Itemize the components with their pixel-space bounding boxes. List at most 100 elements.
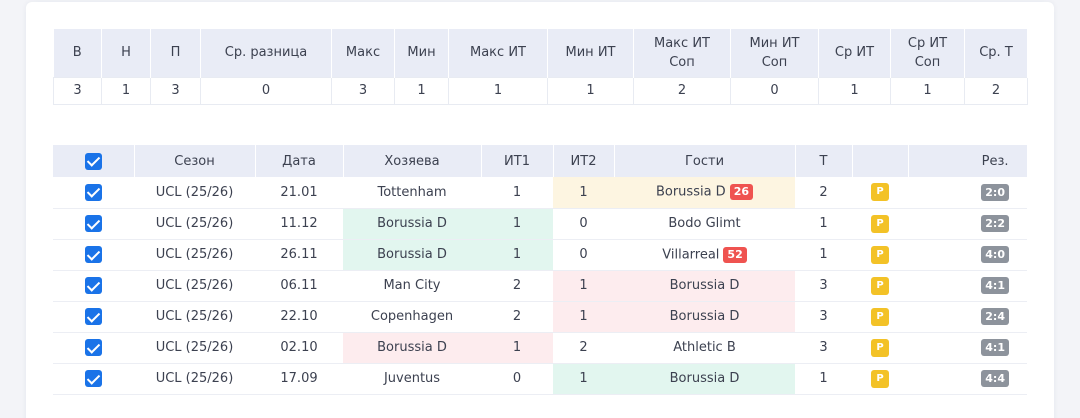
away-team-cell: Borussia D xyxy=(614,270,795,302)
p-badge: P xyxy=(871,276,889,295)
table-row: UCL (25/26) 11.12 Borussia D 1 0 Bodo Gl… xyxy=(53,208,1027,240)
select-all-checkbox[interactable] xyxy=(53,145,135,177)
summary-header-min-it: Мин ИТ xyxy=(547,29,634,77)
summary-header-min-it-opp: Мин ИТ Соп xyxy=(730,29,819,77)
away-team-name: Borussia D xyxy=(669,278,740,293)
summary-header-draws: Н xyxy=(101,29,151,77)
it2-cell: 2 xyxy=(553,332,614,364)
summary-value: 3 xyxy=(150,76,201,105)
it1-cell: 1 xyxy=(481,177,553,209)
table-row: UCL (25/26) 02.10 Borussia D 1 2 Athleti… xyxy=(53,332,1027,364)
total-cell: 1 xyxy=(795,363,852,395)
date-cell: 02.10 xyxy=(255,332,343,364)
checkbox-checked-icon[interactable] xyxy=(85,308,102,325)
summary-value: 0 xyxy=(200,76,332,105)
summary-header-max-it: Макс ИТ xyxy=(448,29,548,77)
table-row: UCL (25/26) 26.11 Borussia D 1 0 Villarr… xyxy=(53,239,1027,271)
summary-header-min: Мин xyxy=(394,29,449,77)
checkbox-checked-icon[interactable] xyxy=(85,215,102,232)
season-cell: UCL (25/26) xyxy=(134,239,255,271)
matches-table: Сезон Дата Хозяева ИТ1 ИТ2 Гости Т Рез. … xyxy=(53,145,1028,395)
season-cell: UCL (25/26) xyxy=(134,270,255,302)
header-season[interactable]: Сезон xyxy=(134,145,256,177)
it1-cell: 1 xyxy=(481,332,553,364)
header-date[interactable]: Дата xyxy=(255,145,344,177)
table-row: UCL (25/26) 06.11 Man City 2 1 Borussia … xyxy=(53,270,1027,302)
summary-value: 2 xyxy=(633,76,731,105)
it1-cell: 0 xyxy=(481,363,553,395)
away-team-cell: Borussia D 26 xyxy=(614,177,795,209)
summary-value: 1 xyxy=(818,76,891,105)
p-cell: P xyxy=(852,239,908,271)
summary-value: 3 xyxy=(53,76,102,105)
away-team-cell: Borussia D xyxy=(614,363,795,395)
it1-cell: 2 xyxy=(481,301,553,333)
result-cell: 2:2 xyxy=(908,208,1027,240)
p-cell: P xyxy=(852,208,908,240)
table-row: UCL (25/26) 22.10 Copenhagen 2 1 Borussi… xyxy=(53,301,1027,333)
total-cell: 3 xyxy=(795,301,852,333)
p-cell: P xyxy=(852,270,908,302)
away-team-name: Bodo Glimt xyxy=(668,216,741,231)
odds-badge: 52 xyxy=(723,246,747,263)
season-cell: UCL (25/26) xyxy=(134,177,255,209)
date-cell: 22.10 xyxy=(255,301,343,333)
total-cell: 2 xyxy=(795,177,852,209)
away-team-cell: Athletic B xyxy=(614,332,795,364)
date-cell: 06.11 xyxy=(255,270,343,302)
checkbox-checked-icon[interactable] xyxy=(85,183,102,201)
away-team-name: Borussia D xyxy=(655,184,726,200)
date-cell: 26.11 xyxy=(255,239,343,271)
checkbox-checked-icon[interactable] xyxy=(85,277,102,294)
header-it2[interactable]: ИТ2 xyxy=(553,145,615,177)
total-cell: 1 xyxy=(795,239,852,271)
it1-cell: 1 xyxy=(481,208,553,240)
p-cell: P xyxy=(852,177,908,209)
row-checkbox[interactable] xyxy=(53,270,134,302)
season-cell: UCL (25/26) xyxy=(134,332,255,364)
score-badge: 4:1 xyxy=(981,277,1009,294)
away-team-cell: Villarreal 52 xyxy=(614,239,795,271)
summary-header-wins: В xyxy=(53,29,102,77)
header-total[interactable]: Т xyxy=(795,145,853,177)
row-checkbox[interactable] xyxy=(53,177,134,209)
header-it1[interactable]: ИТ1 xyxy=(481,145,554,177)
summary-header-max-it-opp: Макс ИТ Соп xyxy=(633,29,731,77)
row-checkbox[interactable] xyxy=(53,208,134,240)
row-checkbox[interactable] xyxy=(53,301,134,333)
it2-cell: 1 xyxy=(553,270,614,302)
row-checkbox[interactable] xyxy=(53,363,134,395)
result-cell: 2:0 xyxy=(908,177,1027,209)
header-result[interactable]: Рез. xyxy=(908,145,1028,177)
summary-header-avg-diff: Ср. разница xyxy=(200,29,332,77)
table-row: UCL (25/26) 21.01 Tottenham 1 1 Borussia… xyxy=(53,177,1027,209)
summary-value: 0 xyxy=(730,76,819,105)
checkbox-checked-icon[interactable] xyxy=(84,152,102,170)
header-home[interactable]: Хозяева xyxy=(343,145,482,177)
home-team-cell: Man City xyxy=(343,270,481,302)
away-team-name: Borussia D xyxy=(669,309,740,324)
total-cell: 3 xyxy=(795,332,852,364)
away-team-name: Villarreal xyxy=(662,247,720,262)
checkbox-checked-icon[interactable] xyxy=(85,339,102,356)
header-away[interactable]: Гости xyxy=(614,145,796,177)
season-cell: UCL (25/26) xyxy=(134,363,255,395)
checkbox-checked-icon[interactable] xyxy=(85,370,102,387)
season-cell: UCL (25/26) xyxy=(134,301,255,333)
it2-cell: 0 xyxy=(553,208,614,240)
checkbox-checked-icon[interactable] xyxy=(85,246,102,263)
home-team-cell: Tottenham xyxy=(343,177,481,209)
summary-values-row: 3 1 3 0 3 1 1 1 2 0 1 1 2 xyxy=(53,76,1028,105)
p-cell: P xyxy=(852,363,908,395)
row-checkbox[interactable] xyxy=(53,239,134,271)
summary-header-avg-it-opp: Ср ИТ Соп xyxy=(890,29,965,77)
row-checkbox[interactable] xyxy=(53,332,134,364)
result-cell: 2:4 xyxy=(908,301,1027,333)
summary-header-max: Макс xyxy=(331,29,395,77)
away-team-cell: Borussia D xyxy=(614,301,795,333)
p-cell: P xyxy=(852,301,908,333)
away-team-cell: Bodo Glimt xyxy=(614,208,795,240)
home-team-cell: Copenhagen xyxy=(343,301,481,333)
result-cell: 4:1 xyxy=(908,270,1027,302)
total-cell: 1 xyxy=(795,208,852,240)
